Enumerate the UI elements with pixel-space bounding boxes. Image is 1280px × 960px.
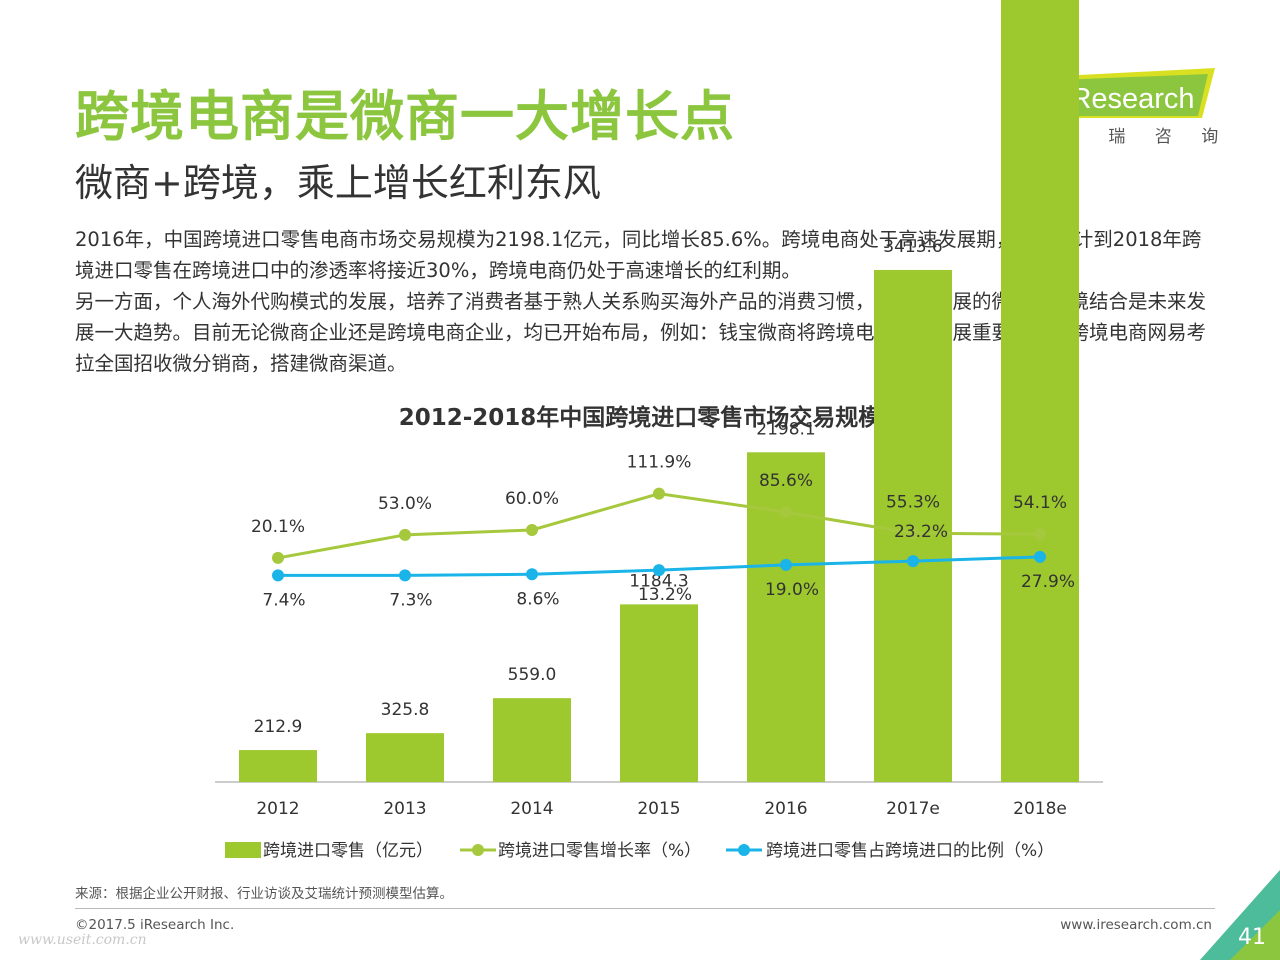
legend-growth-label: 跨境进口零售增长率（%） [498,841,701,861]
share-point-2012 [272,569,284,582]
legend-bar-label: 跨境进口零售（亿元） [263,841,433,861]
legend-growth-marker [472,844,484,856]
growth-label-2016: 85.6% [759,471,813,491]
share-point-2014 [526,568,538,581]
share-point-2016 [780,558,792,571]
x-tick-label-2012: 2012 [256,799,299,819]
share-label-2016: 19.0% [765,580,819,600]
legend-share-marker [738,844,750,856]
share-point-2018e [1034,550,1046,563]
share-label-2013: 7.3% [389,590,432,610]
share-label-2018e: 27.9% [1021,572,1075,592]
bar-label-2013: 325.8 [381,700,430,720]
share-label-2017e: 23.2% [894,522,948,542]
copyright: ©2017.5 iResearch Inc. [75,917,235,933]
x-tick-label-2017e: 2017e [886,799,940,819]
corner-decoration [1200,870,1280,960]
x-tick-label-2018e: 2018e [1013,799,1067,819]
growth-label-2014: 60.0% [505,489,559,509]
x-tick-label-2015: 2015 [637,799,680,819]
bar-2016 [747,452,825,782]
legend-share-label: 跨境进口零售占跨境进口的比例（%） [766,841,1054,861]
watermark: www.useit.com.cn [18,932,147,948]
chart-title: 2012-2018年中国跨境进口零售市场交易规模 [398,405,882,431]
body-paragraph-1: 2016年，中国跨境进口零售电商市场交易规模为2198.1亿元，同比增长85.6… [75,228,1202,282]
footer-divider [75,908,1215,909]
source-note: 来源：根据企业公开财报、行业访谈及艾瑞统计预测模型估算。 [75,886,453,902]
chart: 212.9 2012 325.8 2013 559.0 2014 1184.3 2015 219… [215,0,1103,861]
bar-2017e [874,269,952,783]
growth-label-2015: 111.9% [627,453,692,473]
growth-point-2015 [653,487,665,500]
bar-label-2015: 1184.3 [629,571,688,591]
growth-label-2017e: 55.3% [886,492,940,512]
x-tick-label-2016: 2016 [764,799,807,819]
bar-2018e [1001,0,1079,782]
growth-point-2013 [399,528,411,541]
share-point-2013 [399,569,411,582]
bar-2012 [239,750,317,782]
logo-chinese-name: 艾 瑞 咨 询 [1062,127,1222,147]
x-tick-label-2014: 2014 [510,799,553,819]
growth-point-2012 [272,551,284,564]
growth-label-2018e: 54.1% [1013,493,1067,513]
bar-2015 [620,604,698,782]
share-label-2012: 7.4% [262,590,305,610]
bar-label-2012: 212.9 [254,717,303,737]
bar-label-2014: 559.0 [508,665,557,685]
website-link[interactable]: www.iresearch.com.cn [1060,917,1212,933]
page-subtitle: 微商+跨境，乘上增长红利东风 [75,161,601,205]
growth-point-2016 [780,506,792,519]
page-title: 跨境电商是微商一大增长点 [75,85,735,148]
growth-point-2018e [1034,528,1046,541]
logo-brand-text: iResearch [1064,83,1195,115]
share-point-2015 [653,564,665,577]
share-point-2017e [907,555,919,568]
bar-2013 [366,733,444,782]
growth-label-2013: 53.0% [378,494,432,514]
iresearch-logo: iResearch 艾 瑞 咨 询 [1050,66,1222,150]
share-label-2015: 13.2% [638,585,692,605]
bar-2014 [493,698,571,782]
page-number: 41 [1238,925,1266,950]
bar-label-2017e: 3413.6 [883,237,942,257]
x-tick-label-2013: 2013 [383,799,426,819]
legend-bar-swatch [225,842,261,858]
share-label-2014: 8.6% [516,589,559,609]
growth-point-2014 [526,524,538,536]
bar-label-2016: 2198.1 [756,419,815,439]
growth-label-2012: 20.1% [251,517,305,537]
growth-point-2017e [907,527,919,540]
